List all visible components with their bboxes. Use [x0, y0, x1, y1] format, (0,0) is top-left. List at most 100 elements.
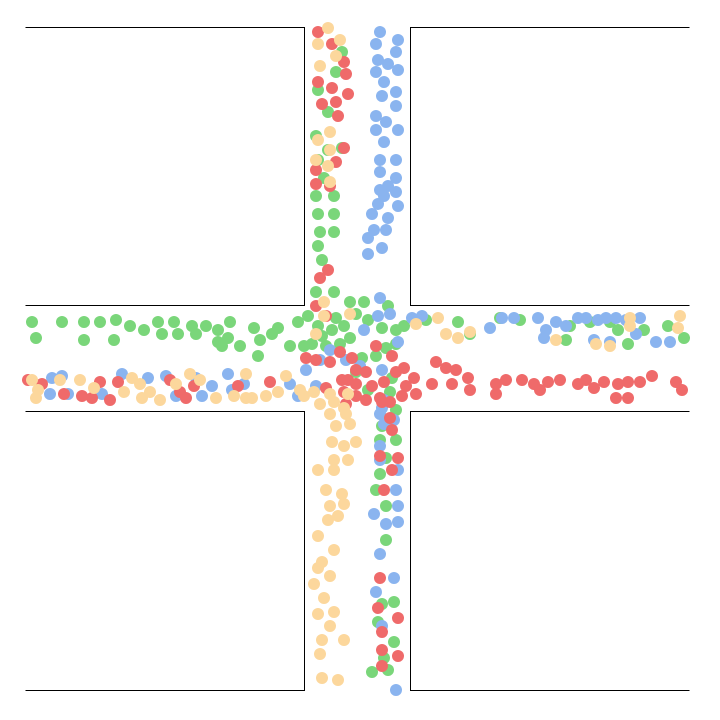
- agent-red: [314, 272, 326, 284]
- agent-blue: [366, 208, 378, 220]
- agent-blue: [358, 324, 370, 336]
- agent-blue: [390, 684, 402, 696]
- agent-green: [328, 286, 340, 298]
- agent-red: [374, 572, 386, 584]
- agent-tan: [154, 394, 166, 406]
- agent-red: [386, 464, 398, 476]
- agent-red: [676, 384, 688, 396]
- agent-blue: [392, 516, 404, 528]
- agent-green: [312, 208, 324, 220]
- agent-red: [598, 376, 610, 388]
- agent-blue: [538, 332, 550, 344]
- agent-red: [324, 356, 336, 368]
- agent-red: [392, 650, 404, 662]
- agent-blue: [374, 548, 386, 560]
- agent-tan: [126, 372, 138, 384]
- agent-tan: [332, 674, 344, 686]
- agent-blue: [368, 508, 380, 520]
- agent-tan: [54, 374, 66, 386]
- agent-tan: [30, 392, 42, 404]
- agent-blue: [362, 232, 374, 244]
- agent-green: [330, 66, 342, 78]
- agent-red: [360, 394, 372, 406]
- agent-red: [396, 390, 408, 402]
- agent-green: [156, 328, 168, 340]
- agent-green: [212, 324, 224, 336]
- agent-blue: [44, 388, 56, 400]
- agent-tan: [312, 562, 324, 574]
- agent-red: [426, 378, 438, 390]
- agent-red: [392, 612, 404, 624]
- agent-red: [340, 68, 352, 80]
- agent-green: [376, 322, 388, 334]
- agent-green: [374, 468, 386, 480]
- agent-green: [328, 190, 340, 202]
- agent-tan: [674, 310, 686, 322]
- agent-blue: [370, 110, 382, 122]
- agent-green: [338, 320, 350, 332]
- agent-red: [332, 110, 344, 122]
- agent-blue: [664, 336, 676, 348]
- agent-tan: [316, 672, 328, 684]
- agent-red: [360, 366, 372, 378]
- agent-red: [646, 370, 658, 382]
- agent-red: [370, 340, 382, 352]
- agent-blue: [206, 380, 218, 392]
- agent-tan: [314, 398, 326, 410]
- agent-tan: [280, 370, 292, 382]
- agent-tan: [324, 570, 336, 582]
- agent-blue: [196, 390, 208, 402]
- agent-tan: [194, 374, 206, 386]
- agent-blue: [600, 312, 612, 324]
- agent-blue: [390, 86, 402, 98]
- agent-red: [490, 378, 502, 390]
- agent-blue: [384, 308, 396, 320]
- agent-tan: [26, 374, 38, 386]
- agent-green: [366, 666, 378, 678]
- agent-tan: [312, 38, 324, 50]
- agent-green: [330, 312, 342, 324]
- agent-green: [78, 316, 90, 328]
- agent-green: [662, 320, 674, 332]
- agent-blue: [388, 572, 400, 584]
- agent-tan: [344, 418, 356, 430]
- agent-blue: [390, 186, 402, 198]
- agent-tan: [324, 126, 336, 138]
- agent-tan: [330, 50, 342, 62]
- agent-green: [26, 316, 38, 328]
- agent-tan: [464, 326, 476, 338]
- agent-green: [380, 500, 392, 512]
- agent-red: [490, 388, 502, 400]
- agent-red: [430, 356, 442, 368]
- agent-green: [302, 310, 314, 322]
- agent-red: [76, 390, 88, 402]
- agent-tan: [334, 34, 346, 46]
- agent-red: [612, 378, 624, 390]
- agent-blue: [372, 54, 384, 66]
- agent-tan: [312, 608, 324, 620]
- agent-tan: [318, 296, 330, 308]
- agent-red: [86, 392, 98, 404]
- agent-red: [622, 376, 634, 388]
- agent-red: [312, 76, 324, 88]
- agent-red: [384, 412, 396, 424]
- agent-tan: [672, 322, 684, 334]
- agent-blue: [324, 344, 336, 356]
- agent-blue: [370, 66, 382, 78]
- agent-green: [216, 340, 228, 352]
- agent-red: [400, 380, 412, 392]
- agent-red: [376, 396, 388, 408]
- agent-green: [362, 314, 374, 326]
- agent-blue: [580, 312, 592, 324]
- agent-tan: [272, 386, 284, 398]
- agent-blue: [390, 172, 402, 184]
- agent-blue: [508, 312, 520, 324]
- agent-red: [376, 660, 388, 672]
- agent-green: [56, 316, 68, 328]
- agent-tan: [312, 134, 324, 146]
- agent-green: [316, 254, 328, 266]
- agent-red: [378, 376, 390, 388]
- agent-green: [224, 316, 236, 328]
- agent-green: [452, 316, 464, 328]
- agent-red: [534, 384, 546, 396]
